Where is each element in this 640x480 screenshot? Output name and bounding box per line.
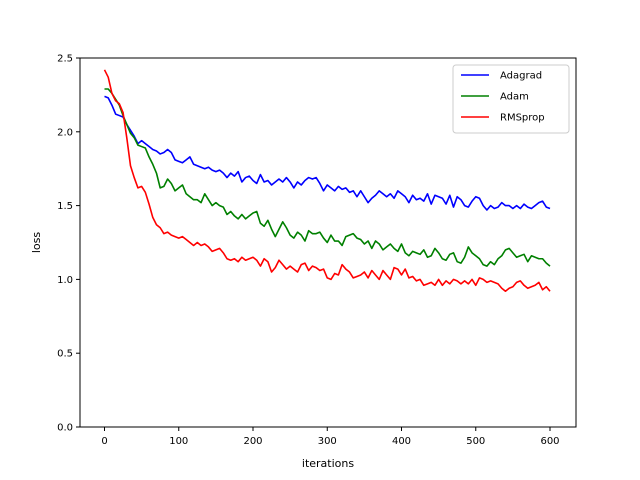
- y-axis-label: loss: [30, 232, 43, 254]
- x-tick-label: 400: [392, 436, 411, 447]
- plot-lines: [103, 69, 551, 293]
- legend: Adagrad Adam RMSprop: [452, 64, 570, 134]
- legend-label-adam: Adam: [500, 92, 529, 103]
- x-tick-label: 0: [101, 436, 107, 447]
- x-axis-ticks: 0 100 200 300 400 500 600: [101, 427, 560, 447]
- series-line-adam: [104, 88, 551, 267]
- legend-label-rmsprop: RMSprop: [500, 113, 545, 124]
- x-tick-label: 500: [466, 436, 485, 447]
- y-axis-ticks: 0.0 0.5 1.0 1.5 2.0 2.5: [57, 54, 80, 434]
- x-tick-label: 200: [243, 436, 262, 447]
- y-tick-label: 0.0: [57, 423, 73, 434]
- x-tick-label: 100: [169, 436, 188, 447]
- y-tick-label: 1.5: [57, 201, 73, 212]
- y-tick-label: 2.5: [57, 54, 73, 65]
- y-tick-label: 2.0: [57, 127, 73, 138]
- legend-box: [452, 64, 570, 134]
- x-axis-label: iterations: [302, 457, 354, 470]
- y-tick-label: 1.0: [57, 275, 73, 286]
- y-tick-label: 0.5: [57, 349, 73, 360]
- plot-frame: [79, 57, 577, 428]
- legend-label-adagrad: Adagrad: [500, 71, 542, 82]
- x-tick-label: 600: [540, 436, 559, 447]
- x-tick-label: 300: [318, 436, 337, 447]
- series-line-rmsprop: [103, 69, 551, 293]
- series-line-adagrad: [104, 95, 551, 211]
